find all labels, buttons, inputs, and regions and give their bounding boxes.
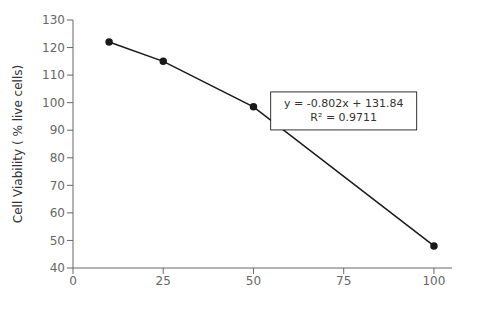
svg-text:100: 100 xyxy=(42,96,65,110)
svg-text:80: 80 xyxy=(50,151,65,165)
svg-text:130: 130 xyxy=(42,13,65,27)
svg-text:R² = 0.9711: R² = 0.9711 xyxy=(310,111,377,124)
svg-text:0: 0 xyxy=(69,274,77,288)
svg-text:Cell Viability ( % live cells): Cell Viability ( % live cells) xyxy=(11,65,25,223)
svg-text:60: 60 xyxy=(50,206,65,220)
svg-text:40: 40 xyxy=(50,261,65,275)
svg-text:25: 25 xyxy=(156,274,171,288)
svg-text:100: 100 xyxy=(422,274,445,288)
svg-text:50: 50 xyxy=(50,234,65,248)
svg-text:70: 70 xyxy=(50,179,65,193)
svg-text:50: 50 xyxy=(246,274,261,288)
svg-text:120: 120 xyxy=(42,41,65,55)
svg-text:110: 110 xyxy=(42,68,65,82)
svg-text:y = -0.802x + 131.84: y = -0.802x + 131.84 xyxy=(284,97,403,110)
svg-text:75: 75 xyxy=(336,274,351,288)
svg-text:90: 90 xyxy=(50,123,65,137)
